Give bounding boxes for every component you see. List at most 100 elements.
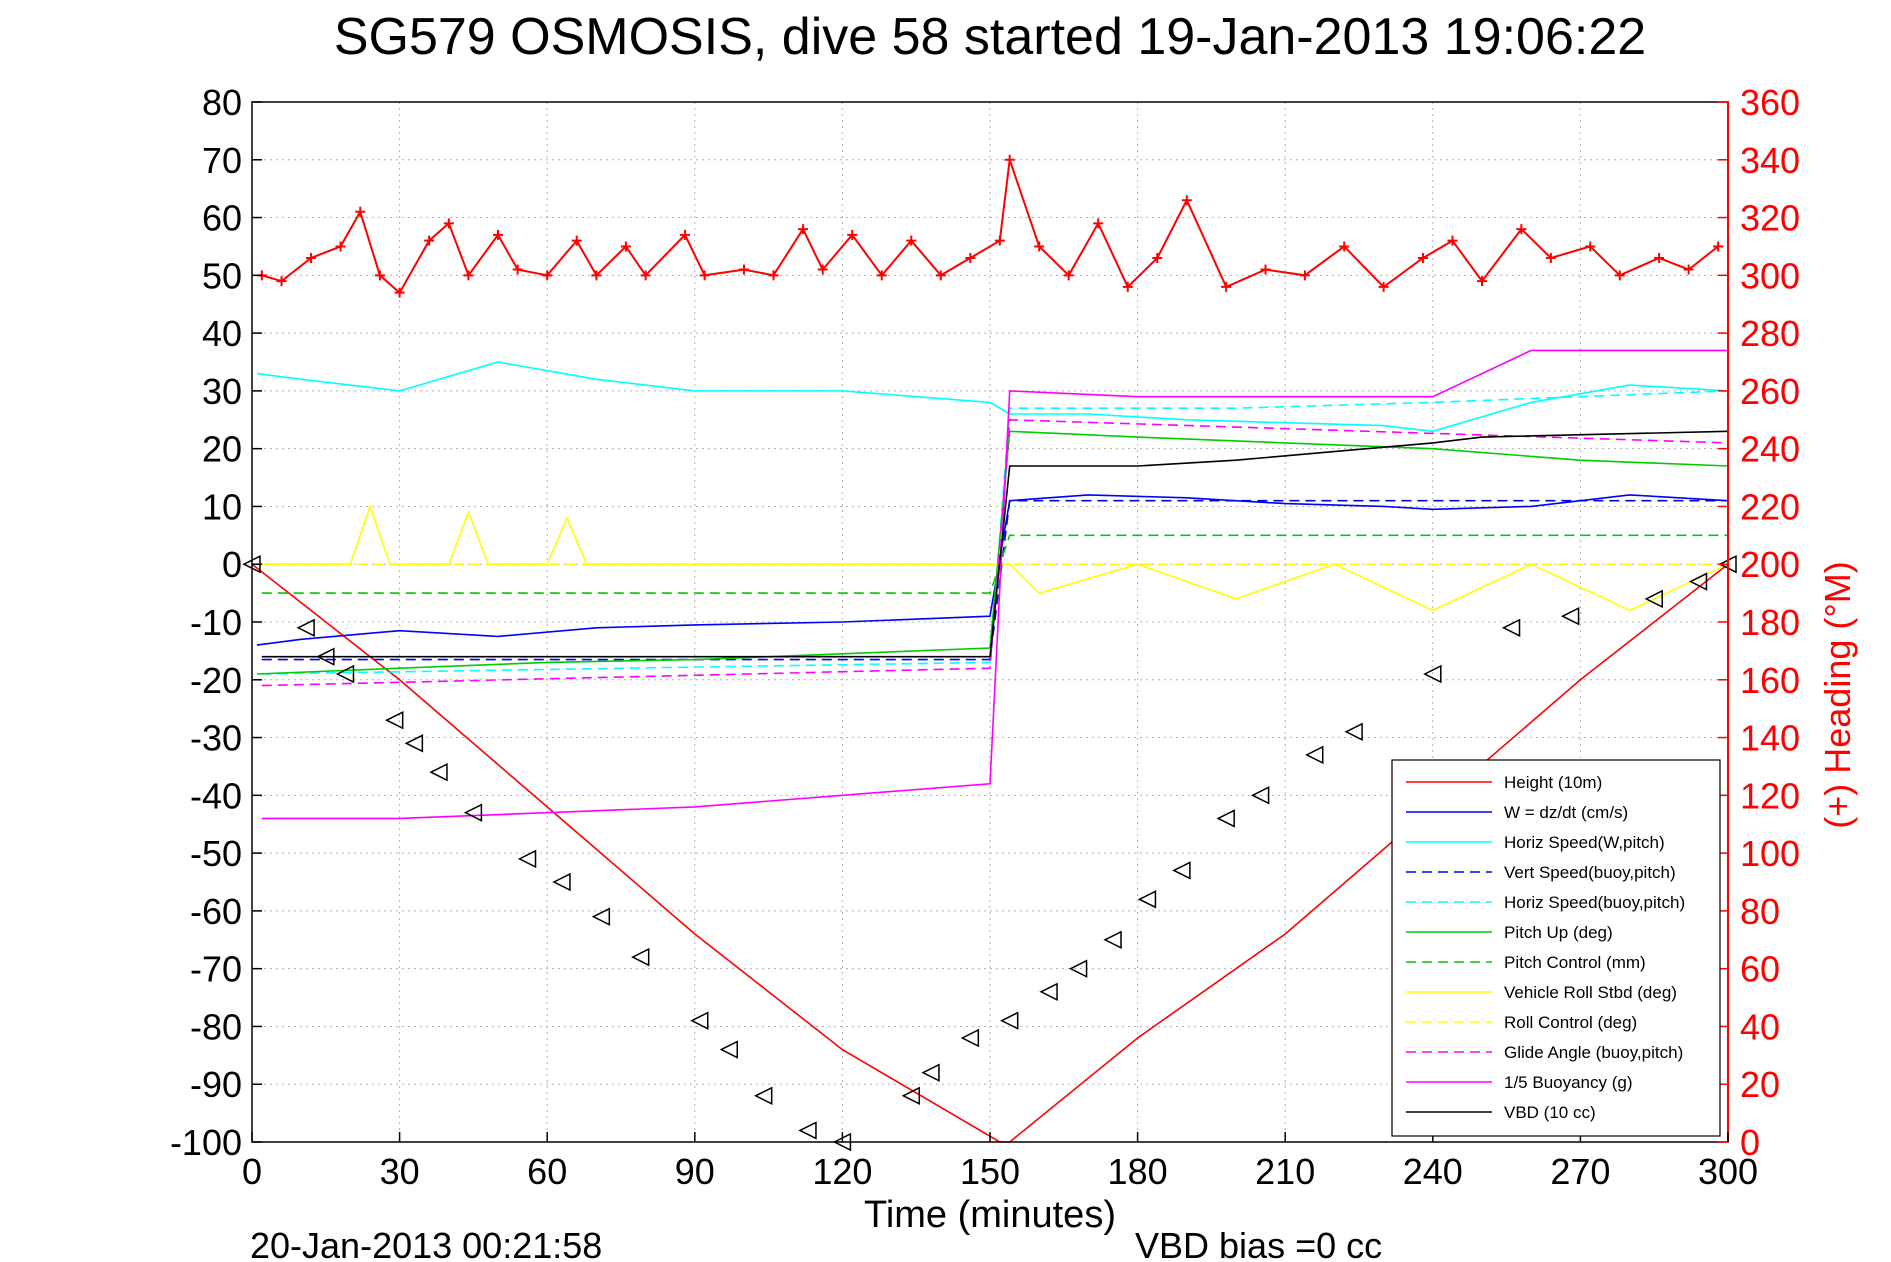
legend-label: Horiz Speed(W,pitch) <box>1504 833 1665 852</box>
heading-point <box>1181 195 1192 206</box>
legend-label: 1/5 Buoyancy (g) <box>1504 1073 1633 1092</box>
y-right-tick-label: 260 <box>1740 371 1800 412</box>
x-tick-label: 240 <box>1403 1151 1463 1192</box>
triangle-marker <box>1172 861 1191 880</box>
x-tick-label: 300 <box>1698 1151 1758 1192</box>
heading-point <box>906 235 917 246</box>
y-right-tick-label: 220 <box>1740 486 1800 527</box>
heading-point <box>542 270 553 281</box>
triangle-marker <box>1344 722 1363 741</box>
triangle-marker <box>429 763 448 782</box>
heading-point <box>1477 276 1487 287</box>
y-right-tick-label: 40 <box>1740 1006 1780 1047</box>
heading-point <box>443 218 454 229</box>
triangle-marker <box>901 1086 921 1105</box>
legend-label: Vert Speed(buoy,pitch) <box>1504 863 1676 882</box>
heading-point <box>1545 253 1556 263</box>
heading-point <box>699 270 710 281</box>
y-right-tick-label: 140 <box>1740 718 1800 759</box>
heading-point <box>394 287 405 298</box>
legend-label: Height (10m) <box>1504 773 1602 792</box>
triangle-marker <box>552 872 571 892</box>
triangle-marker <box>335 664 355 684</box>
y-tick-label: -70 <box>190 949 242 990</box>
heading-point <box>374 270 385 281</box>
triangle-marker <box>1423 664 1442 684</box>
y-tick-label: 20 <box>202 429 242 470</box>
y-tick-label: -90 <box>190 1064 242 1105</box>
triangle-marker <box>1216 809 1235 828</box>
heading-point <box>1063 270 1074 281</box>
triangle-marker <box>960 1028 980 1048</box>
legend-label: W = dz/dt (cm/s) <box>1504 803 1628 822</box>
triangle-marker <box>591 907 611 926</box>
x-tick-label: 90 <box>675 1151 715 1192</box>
heading-point <box>1152 253 1163 263</box>
heading-point <box>276 276 287 287</box>
series-line-8 <box>256 503 1729 612</box>
heading-point <box>1713 241 1724 252</box>
triangle-marker <box>1688 572 1708 591</box>
heading-point <box>994 235 1005 246</box>
y-tick-label: 40 <box>202 313 242 354</box>
triangle-marker <box>1305 745 1324 765</box>
heading-point <box>1093 218 1104 229</box>
triangle-marker <box>296 618 315 637</box>
x-tick-label: 0 <box>242 1151 262 1192</box>
x-axis-label: Time (minutes) <box>864 1194 1116 1236</box>
x-tick-label: 150 <box>960 1151 1020 1192</box>
heading-point <box>1034 241 1045 252</box>
y-right-tick-label: 120 <box>1740 775 1800 816</box>
heading-point <box>306 253 317 263</box>
series-layer <box>251 349 1729 1143</box>
y-tick-label: 80 <box>202 82 242 123</box>
y-right-tick-label: 80 <box>1740 891 1780 932</box>
heading-point <box>1260 264 1271 275</box>
y-right-tick-label: 180 <box>1740 602 1800 643</box>
heading-point <box>335 241 346 252</box>
triangle-marker <box>921 1063 940 1082</box>
heading-point <box>817 264 828 275</box>
heading-point <box>571 235 582 246</box>
heading-point <box>1221 281 1232 292</box>
triangle-marker <box>316 647 335 666</box>
series-line-5 <box>261 390 1729 675</box>
legend: Height (10m) W = dz/dt (cm/s) Horiz Speed(… <box>1391 759 1721 1137</box>
heading-point <box>591 270 602 281</box>
triangle-marker <box>1103 930 1122 949</box>
heading-point <box>424 235 435 246</box>
y-right-tick-label: 160 <box>1740 660 1800 701</box>
triangle-marker <box>1000 1011 1019 1030</box>
x-tick-label: 270 <box>1550 1151 1610 1192</box>
heading-point <box>1516 224 1527 235</box>
y-tick-label: 70 <box>202 140 242 181</box>
legend-label: Glide Angle (buoy,pitch) <box>1504 1043 1683 1062</box>
heading-point <box>355 206 366 217</box>
heading-point <box>1122 281 1133 292</box>
heading-point <box>1417 253 1428 263</box>
heading-point <box>1004 154 1015 165</box>
right-axis-label: (+) Heading (°M) <box>1817 561 1858 828</box>
y-tick-label: 10 <box>202 486 242 527</box>
footer-timestamp: 20-Jan-2013 00:21:58 <box>250 1225 602 1262</box>
heading-point <box>876 270 887 281</box>
series-line-12 <box>261 430 1729 658</box>
y-tick-label: -10 <box>190 602 242 643</box>
triangle-marker <box>1644 589 1663 609</box>
legend-box <box>1391 759 1721 1137</box>
y-right-tick-label: 240 <box>1740 429 1800 470</box>
axis-layer: 0 30 60 90 120 150 180 210 240 270 300807060504030… <box>170 82 1800 1192</box>
heading-point <box>1654 253 1665 263</box>
heading-point <box>512 264 523 275</box>
heading-point <box>640 270 651 281</box>
heading-point <box>1614 270 1625 281</box>
heading-point <box>739 264 749 275</box>
footer-vbd-bias: VBD bias =0 cc <box>1135 1225 1382 1262</box>
legend-label: VBD (10 cc) <box>1504 1103 1596 1122</box>
heading-point <box>847 229 858 240</box>
y-tick-label: -100 <box>170 1122 242 1163</box>
triangle-marker <box>1501 618 1521 637</box>
legend-label: Pitch Control (mm) <box>1504 953 1646 972</box>
y-tick-label: 30 <box>202 371 242 412</box>
